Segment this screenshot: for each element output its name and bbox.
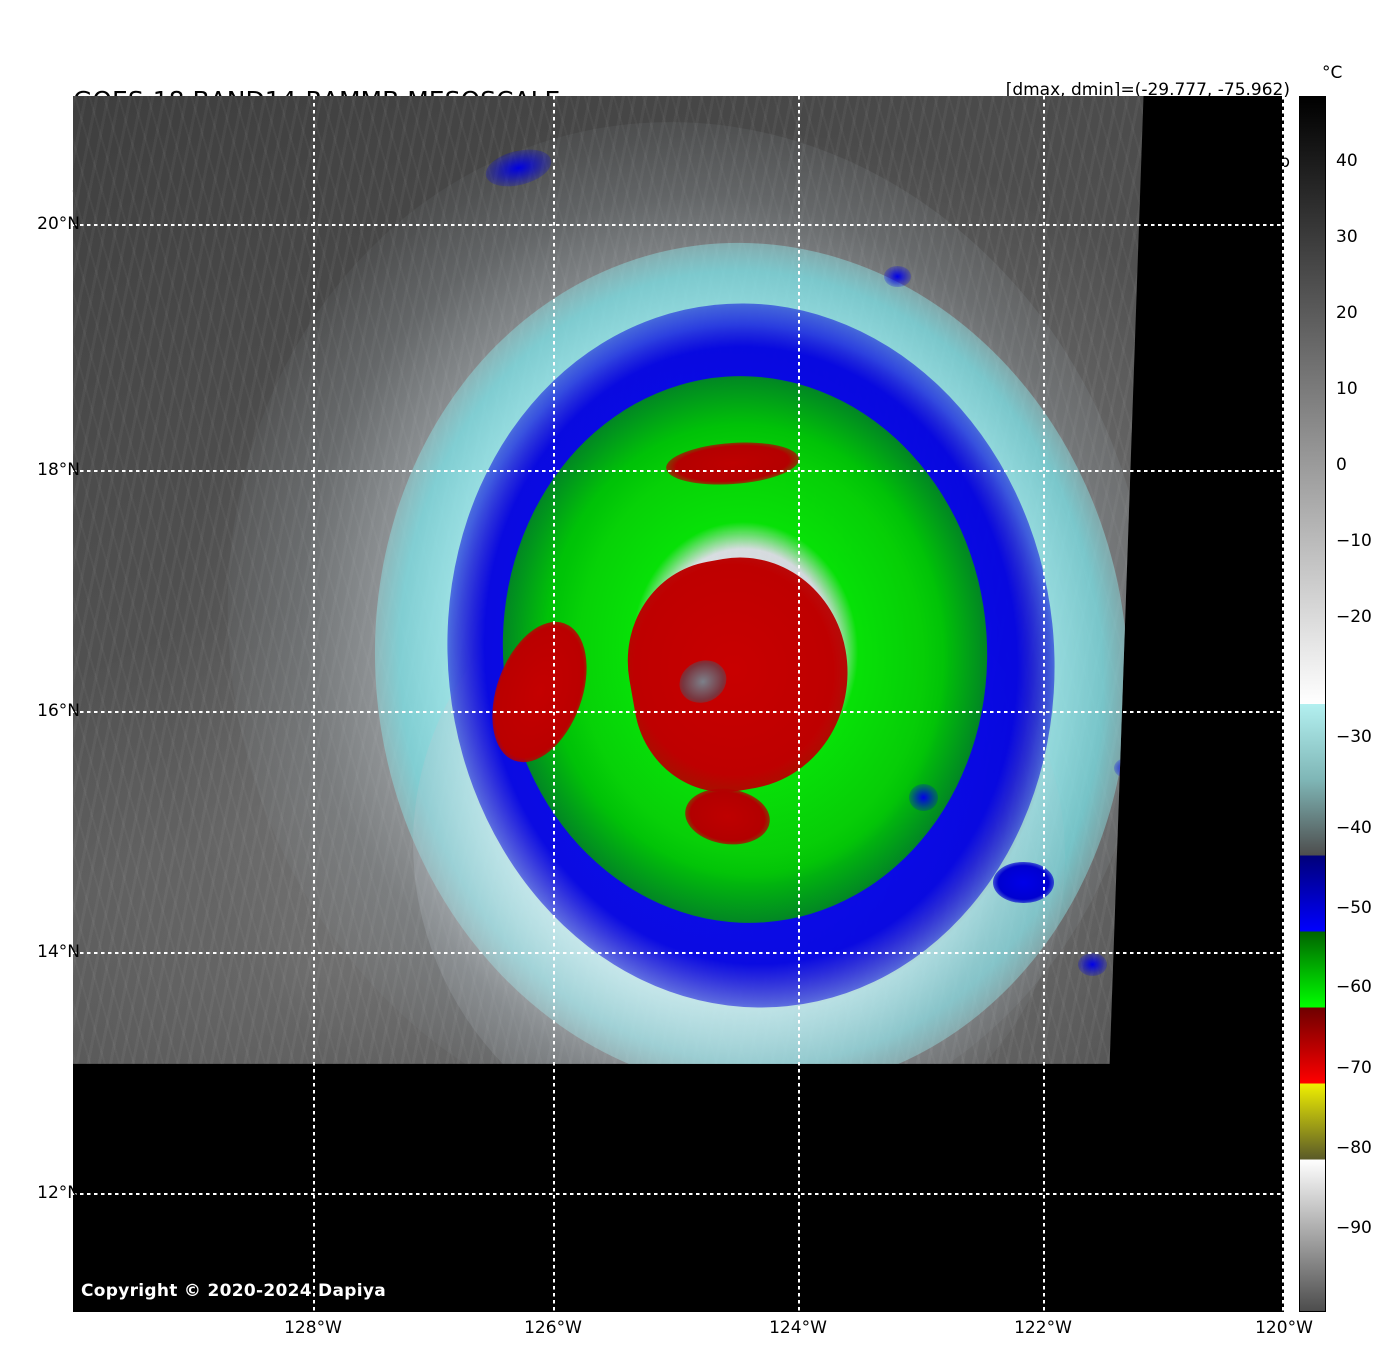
xtick-label-124w: 124°W [769,1318,827,1338]
xtick-label-120w: 120°W [1255,1318,1313,1338]
cbar-tick-40: 40 [1336,151,1358,171]
cbar-tick-30: 30 [1336,227,1358,247]
cbar-tick-0: 0 [1336,455,1347,475]
xtick-label-126w: 126°W [524,1318,582,1338]
cbar-tick-10: 10 [1336,379,1358,399]
cbar-tick-m50: −50 [1336,898,1372,918]
ytick-label-18n: 18°N [37,460,80,480]
colorbar-gradient [1300,97,1325,1311]
copyright-notice: Copyright © 2020-2024 Dapiya [81,1281,386,1301]
cbar-tick-m80: −80 [1336,1138,1372,1158]
cbar-tick-m70: −70 [1336,1058,1372,1078]
gridline-lat-12n [73,1192,1284,1195]
cold-cloud-blob [908,784,938,811]
cbar-tick-m60: −60 [1336,977,1372,997]
cbar-tick-20: 20 [1336,303,1358,323]
cold-cloud-blob [993,862,1054,904]
xtick-label-122w: 122°W [1014,1318,1072,1338]
cbar-tick-m90: −90 [1336,1218,1372,1238]
ytick-label-20n: 20°N [37,214,80,234]
cbar-tick-m10: −10 [1336,531,1372,551]
gridline-lon-120w [1281,96,1284,1312]
cbar-tick-m20: −20 [1336,607,1372,627]
cold-cloud-blob [884,266,911,287]
satellite-imagery [73,96,1144,1064]
cold-cloud-blob [1114,757,1142,779]
colorbar-unit-label: °C [1322,63,1343,83]
cold-cloud-blob [1078,953,1108,977]
ytick-label-12n: 12°N [37,1183,80,1203]
satellite-image-plot[interactable] [73,96,1284,1312]
ytick-label-16n: 16°N [37,701,80,721]
cbar-tick-m40: −40 [1336,818,1372,838]
xtick-label-128w: 128°W [284,1318,342,1338]
ytick-label-14n: 14°N [37,942,80,962]
cbar-tick-m30: −30 [1336,727,1372,747]
dmax-dmin-readout: [dmax, dmin]=(-29.777, -75.962) [1005,80,1290,100]
colorbar[interactable] [1299,96,1326,1312]
